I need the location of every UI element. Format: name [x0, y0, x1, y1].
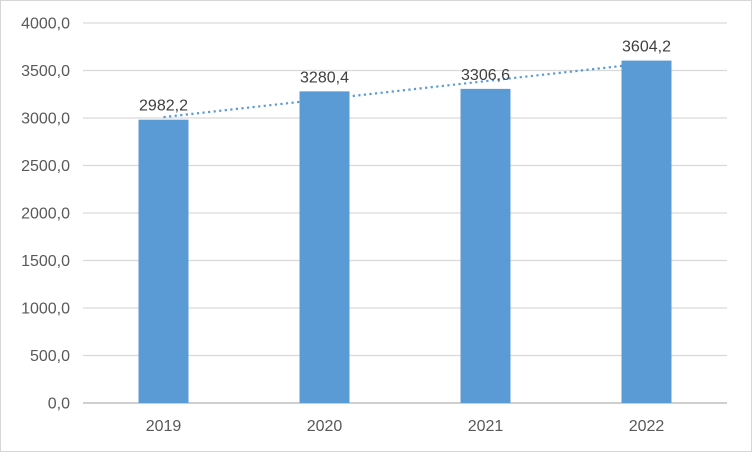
y-tick-label: 3000,0 [21, 111, 70, 128]
bar [299, 91, 350, 403]
y-tick-label: 500,0 [30, 348, 70, 365]
x-tick-label: 2021 [468, 418, 504, 435]
bar [460, 88, 511, 404]
y-tick-label: 3500,0 [21, 63, 70, 80]
bar [138, 119, 189, 403]
bar-value-label: 3306,6 [461, 67, 510, 84]
x-tick-label: 2020 [307, 418, 343, 435]
bar-value-label: 2982,2 [139, 98, 188, 115]
y-tick-label: 4000,0 [21, 16, 70, 33]
bar-value-label: 3604,2 [622, 39, 671, 56]
y-tick-label: 0,0 [48, 396, 70, 413]
x-tick-label: 2022 [629, 418, 665, 435]
bar-value-label: 3280,4 [300, 69, 349, 86]
trendline [163, 62, 647, 119]
bar [621, 60, 672, 403]
y-tick-label: 1000,0 [21, 301, 70, 318]
x-tick-label: 2019 [146, 418, 182, 435]
y-tick-label: 1500,0 [21, 253, 70, 270]
y-tick-label: 2000,0 [21, 206, 70, 223]
y-tick-label: 2500,0 [21, 158, 70, 175]
